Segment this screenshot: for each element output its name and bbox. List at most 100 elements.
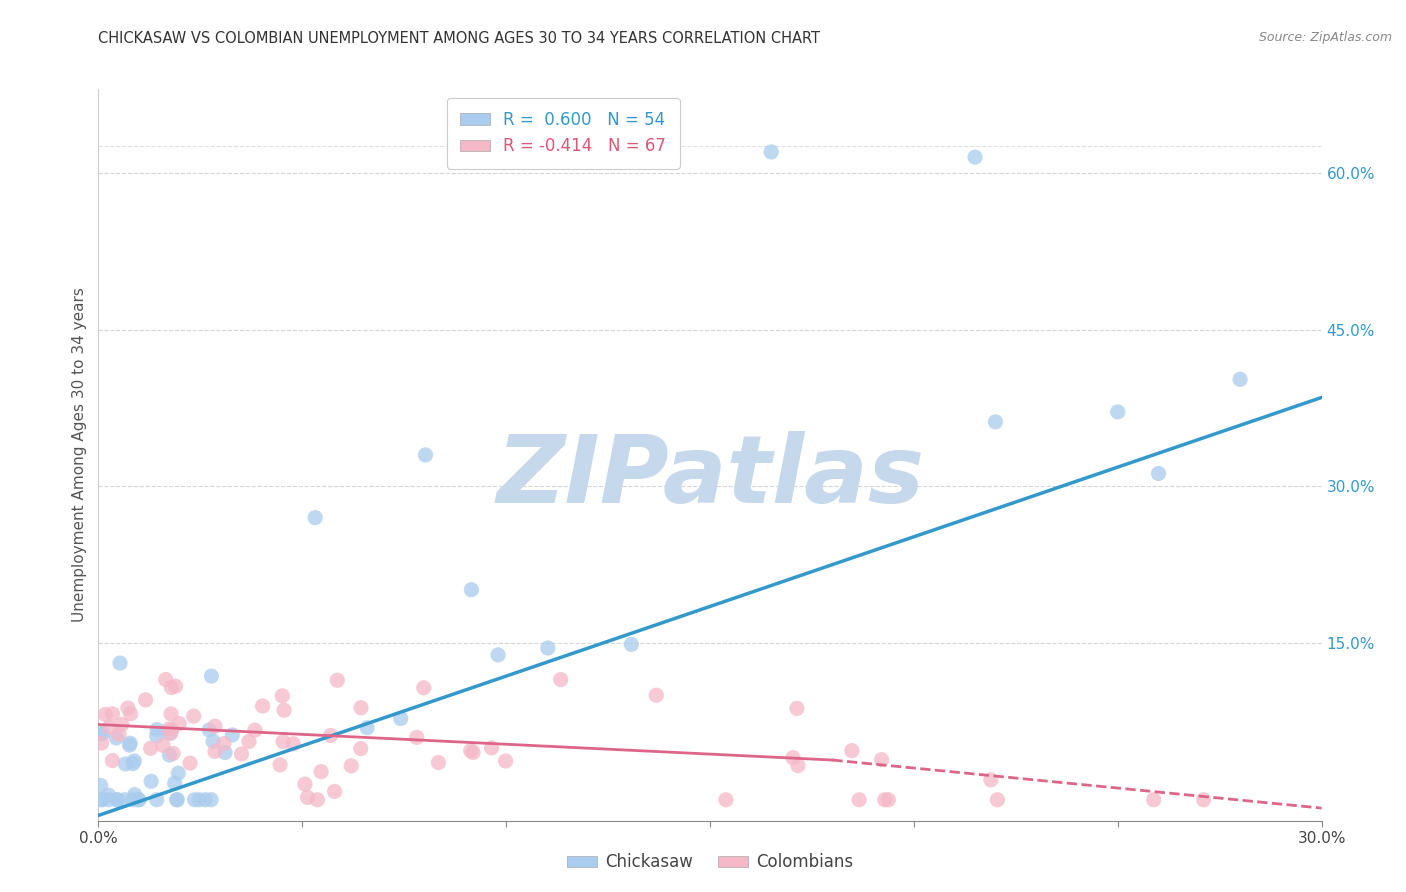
Point xyxy=(326,673,349,688)
Point xyxy=(139,774,162,789)
Point xyxy=(162,747,184,761)
Point xyxy=(114,756,136,771)
Point xyxy=(200,793,222,807)
Text: CHICKASAW VS COLOMBIAN UNEMPLOYMENT AMONG AGES 30 TO 34 YEARS CORRELATION CHART: CHICKASAW VS COLOMBIAN UNEMPLOYMENT AMON… xyxy=(98,31,821,46)
Point xyxy=(389,712,412,726)
Point xyxy=(146,723,169,737)
Point xyxy=(122,756,145,771)
Point xyxy=(91,726,114,740)
Point xyxy=(128,793,150,807)
Point xyxy=(271,689,294,703)
Point xyxy=(243,723,266,738)
Point xyxy=(460,744,482,758)
Point xyxy=(269,757,291,772)
Point xyxy=(980,772,1002,787)
Point xyxy=(877,793,900,807)
Point xyxy=(1192,793,1215,807)
Point xyxy=(160,723,183,737)
Point xyxy=(340,759,363,773)
Point xyxy=(124,788,146,802)
Point xyxy=(194,793,217,807)
Point xyxy=(105,793,128,807)
Point xyxy=(114,793,136,807)
Point xyxy=(782,750,804,764)
Point xyxy=(873,793,896,807)
Point xyxy=(98,720,121,734)
Point xyxy=(90,736,112,750)
Point xyxy=(486,648,509,662)
Point xyxy=(167,766,190,780)
Point xyxy=(165,679,187,693)
Point xyxy=(212,737,235,751)
Point xyxy=(214,746,236,760)
Point xyxy=(252,698,274,713)
Point xyxy=(965,150,987,164)
Point xyxy=(350,741,373,756)
Point xyxy=(120,706,142,721)
Point xyxy=(984,415,1007,429)
Point xyxy=(481,740,503,755)
Point xyxy=(159,726,181,740)
Point xyxy=(238,734,260,748)
Point xyxy=(427,756,450,770)
Point xyxy=(160,706,183,721)
Point xyxy=(204,744,226,758)
Point xyxy=(159,747,181,762)
Point xyxy=(297,790,319,805)
Point xyxy=(986,793,1008,807)
Point xyxy=(463,746,485,760)
Point xyxy=(1147,467,1170,481)
Point xyxy=(105,731,128,745)
Point xyxy=(183,793,205,807)
Point xyxy=(166,793,188,807)
Point xyxy=(1143,793,1166,807)
Point xyxy=(283,737,305,751)
Point xyxy=(271,734,294,748)
Point xyxy=(460,582,482,597)
Point xyxy=(786,701,808,715)
Point xyxy=(127,793,149,807)
Point xyxy=(157,722,180,736)
Point xyxy=(94,707,117,722)
Point xyxy=(101,754,124,768)
Point xyxy=(323,784,346,798)
Point xyxy=(90,779,112,793)
Point xyxy=(179,756,201,771)
Point xyxy=(761,145,783,159)
Point xyxy=(101,706,124,721)
Y-axis label: Unemployment Among Ages 30 to 34 years: Unemployment Among Ages 30 to 34 years xyxy=(72,287,87,623)
Point xyxy=(550,673,572,687)
Point xyxy=(167,716,190,731)
Point xyxy=(350,700,373,714)
Text: Source: ZipAtlas.com: Source: ZipAtlas.com xyxy=(1258,31,1392,45)
Point xyxy=(202,734,225,748)
Point xyxy=(307,793,329,807)
Point xyxy=(537,640,560,655)
Point xyxy=(319,729,342,743)
Point xyxy=(198,723,221,737)
Point xyxy=(188,793,211,807)
Point xyxy=(645,688,668,702)
Point xyxy=(405,731,427,745)
Point xyxy=(166,793,188,807)
Point xyxy=(1229,372,1251,386)
Point xyxy=(121,793,143,807)
Point xyxy=(108,656,131,670)
Point xyxy=(163,776,186,790)
Point xyxy=(120,736,142,750)
Point xyxy=(117,701,139,715)
Point xyxy=(356,721,378,735)
Point xyxy=(111,717,134,731)
Point xyxy=(139,741,162,756)
Text: ZIPatlas: ZIPatlas xyxy=(496,431,924,523)
Point xyxy=(1107,405,1129,419)
Point xyxy=(495,754,517,768)
Point xyxy=(145,793,167,807)
Point xyxy=(841,744,863,758)
Point xyxy=(97,788,120,802)
Point xyxy=(309,764,332,779)
Point xyxy=(304,510,326,524)
Point xyxy=(90,727,112,741)
Point xyxy=(145,729,167,743)
Point xyxy=(152,739,174,753)
